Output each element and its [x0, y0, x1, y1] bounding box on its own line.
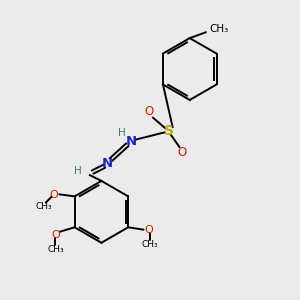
- Text: CH₃: CH₃: [209, 24, 228, 34]
- Text: H: H: [118, 128, 126, 138]
- Text: O: O: [144, 105, 153, 118]
- Text: CH₃: CH₃: [47, 245, 64, 254]
- Text: O: O: [51, 230, 60, 240]
- Text: CH₃: CH₃: [142, 240, 159, 249]
- Text: S: S: [164, 124, 174, 138]
- Text: N: N: [125, 135, 136, 148]
- Text: CH₃: CH₃: [35, 202, 52, 211]
- Text: O: O: [144, 225, 153, 235]
- Text: O: O: [50, 190, 58, 200]
- Text: N: N: [102, 157, 113, 170]
- Text: H: H: [74, 167, 82, 176]
- Text: O: O: [178, 146, 187, 159]
